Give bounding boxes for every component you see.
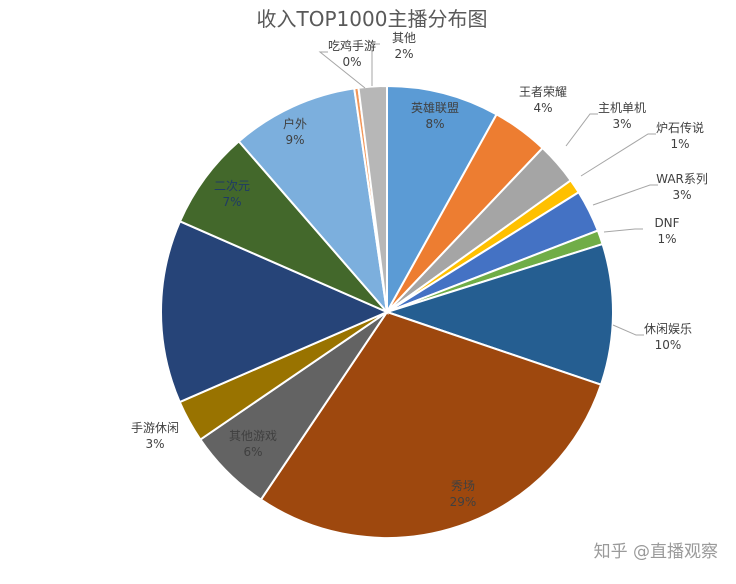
pie-slice: [383, 242, 614, 386]
slice-percent-label: 4%: [533, 101, 552, 115]
chart-title: 收入TOP1000主播分布图: [257, 7, 488, 31]
leader-line: [612, 324, 644, 336]
slice-name-label: 炉石传说: [656, 120, 704, 135]
pie-slice: [259, 310, 603, 539]
slice-name-label: 吃鸡手游: [328, 38, 376, 53]
slice-name-label: WAR系列: [656, 172, 708, 186]
slice-percent-label: 7%: [222, 195, 241, 209]
pie-slices: [160, 84, 614, 539]
leader-line: [592, 184, 658, 206]
slice-name-label: 手游休闲: [131, 421, 179, 435]
watermark: 知乎 @直播观察: [594, 542, 718, 562]
slice-percent-label: 8%: [425, 117, 444, 131]
pie-slice: [160, 220, 390, 404]
slice-name-label: 英雄联盟: [411, 100, 459, 115]
leader-line: [603, 228, 643, 233]
slice-name-label: 秀场: [451, 479, 475, 493]
slice-name-label: 户外: [283, 116, 307, 131]
slice-percent-label: 6%: [243, 445, 262, 459]
slice-percent-label: 29%: [450, 495, 477, 509]
leader-line: [371, 43, 380, 86]
slice-name-label: 王者荣耀: [519, 85, 567, 99]
leader-line: [318, 51, 366, 89]
slice-labels: 英雄联盟 8% 王者荣耀 4% 主机单机 3% 炉石传说 1% WAR系列 3% DNF 1% 休闲娱乐…: [131, 31, 708, 509]
pie-slice: [386, 84, 498, 316]
slice-percent-label: 10%: [655, 338, 682, 352]
leader-line: [580, 133, 656, 177]
pie-slice: [237, 87, 389, 316]
pie-slice: [357, 84, 388, 313]
slice-percent-label: 9%: [285, 133, 304, 147]
slice-percent-label: 1%: [670, 137, 689, 151]
slice-name-label: 休闲娱乐: [644, 322, 692, 336]
slice-name-label: DNF: [654, 216, 679, 230]
slice-percent-label: 3%: [672, 188, 691, 202]
slice-name-label: 主机单机: [598, 101, 646, 115]
slice-percent-label: 1%: [657, 232, 676, 246]
slice-name-label: 其他: [392, 31, 416, 45]
slice-percent-label: 3%: [145, 437, 164, 451]
leader-line: [565, 113, 598, 147]
slice-name-label: 其他游戏: [229, 429, 277, 443]
slice-name-label: 二次元: [214, 179, 250, 193]
leader-lines: [318, 43, 658, 336]
slice-percent-label: 0%: [342, 55, 361, 69]
slice-percent-label: 2%: [394, 47, 413, 61]
slice-percent-label: 3%: [612, 117, 631, 131]
